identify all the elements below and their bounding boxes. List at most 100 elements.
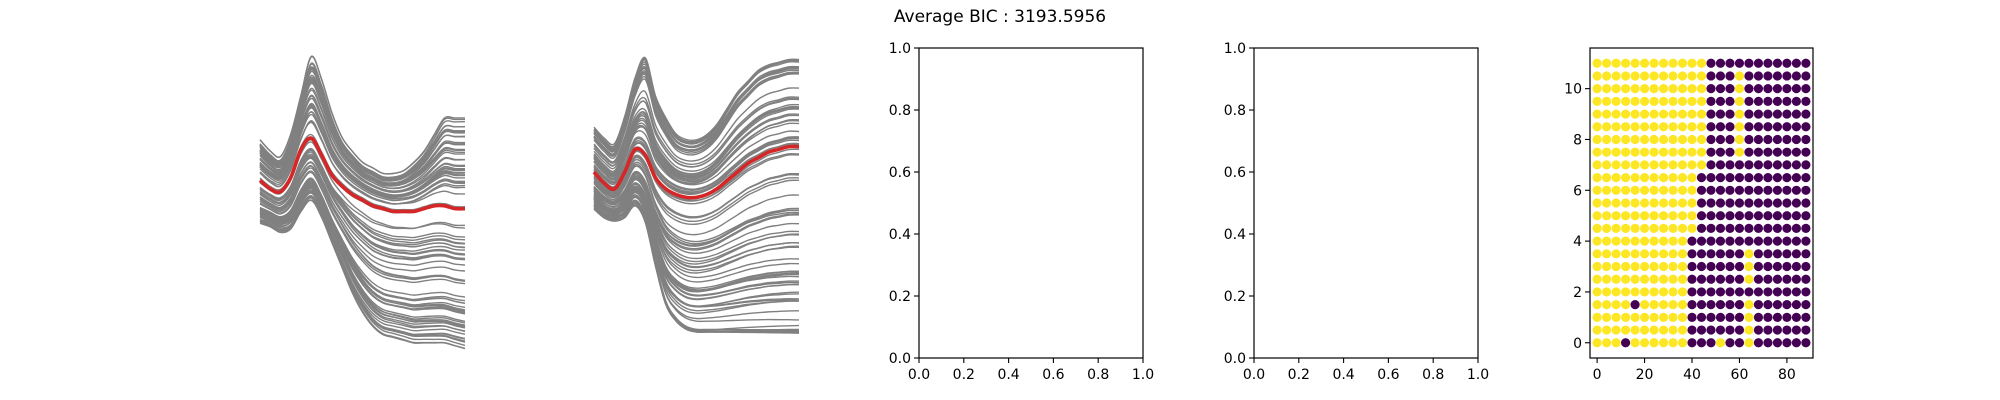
y-tick-label: 10 [1564, 82, 1582, 98]
scatter-point-yellow [1696, 71, 1707, 81]
scatter-point-yellow [1630, 96, 1640, 106]
scatter-point-yellow [1602, 160, 1612, 170]
scatter-point-yellow [1611, 325, 1621, 335]
scatter-point-purple [1734, 58, 1745, 68]
scatter-point-yellow [1658, 185, 1669, 195]
scatter-point-yellow [1677, 223, 1688, 234]
scatter-point-yellow [1734, 96, 1745, 106]
scatter-point-yellow [1630, 84, 1640, 94]
member-curve [259, 189, 466, 333]
scatter-point-purple [1696, 172, 1707, 183]
scatter-point-purple [1687, 287, 1697, 297]
scatter-point-yellow [1602, 287, 1612, 297]
scatter-point-purple [1696, 287, 1707, 297]
scatter-point-purple [1763, 58, 1773, 68]
scatter-point-yellow [1620, 261, 1631, 272]
scatter-point-yellow [1658, 325, 1669, 335]
scatter-point-purple [1772, 134, 1783, 145]
scatter-point-yellow [1611, 172, 1621, 183]
scatter-point-purple [1782, 122, 1792, 132]
scatter-point-purple [1772, 58, 1783, 68]
scatter-point-yellow [1592, 236, 1602, 246]
scatter-point-yellow [1592, 109, 1602, 119]
scatter-point-yellow [1611, 109, 1621, 119]
scatter-point-purple [1791, 58, 1801, 68]
x-tick-label: 0.2 [953, 367, 975, 383]
scatter-point-yellow [1687, 58, 1697, 68]
scatter-point-purple [1772, 147, 1783, 157]
scatter-point-purple [1753, 185, 1764, 195]
scatter-point-purple [1715, 84, 1726, 94]
scatter-point-purple [1753, 312, 1764, 322]
scatter-point-purple [1715, 172, 1726, 183]
scatter-point-purple [1706, 249, 1716, 259]
member-curve [259, 182, 466, 309]
scatter-point-purple [1734, 211, 1745, 221]
member-curve [259, 120, 466, 205]
scatter-point-purple [1744, 211, 1754, 221]
scatter-point-purple [1801, 261, 1811, 272]
scatter-point-yellow [1649, 122, 1659, 132]
scatter-point-purple [1801, 160, 1811, 170]
scatter-point-yellow [1649, 300, 1659, 310]
axes-frame [918, 47, 1144, 359]
scatter-point-yellow [1668, 274, 1678, 284]
scatter-point-purple [1734, 172, 1745, 183]
scatter-point-purple [1725, 236, 1735, 246]
scatter-point-purple [1763, 249, 1773, 259]
scatter-point-yellow [1639, 312, 1650, 322]
scatter-point-yellow [1592, 211, 1602, 221]
scatter-point-purple [1782, 134, 1792, 145]
scatter-point-yellow [1668, 236, 1678, 246]
scatter-point-purple [1782, 274, 1792, 284]
scatter-point-purple [1763, 147, 1773, 157]
scatter-point-purple [1744, 147, 1754, 157]
scatter-point-purple [1744, 122, 1754, 132]
scatter-point-purple [1791, 261, 1801, 272]
scatter-point-purple [1772, 223, 1783, 234]
member-curve [259, 156, 466, 260]
scatter-point-yellow [1668, 96, 1678, 106]
member-curve [593, 196, 800, 308]
scatter-point-yellow [1668, 134, 1678, 145]
scatter-point-yellow [1668, 287, 1678, 297]
scatter-point-yellow [1620, 147, 1631, 157]
scatter-point-yellow [1630, 122, 1640, 132]
scatter-point-yellow [1630, 109, 1640, 119]
scatter-point-purple [1782, 287, 1792, 297]
scatter-point-yellow [1620, 109, 1631, 119]
scatter-point-yellow [1602, 96, 1612, 106]
scatter-point-purple [1763, 312, 1773, 322]
scatter-point-purple [1782, 172, 1792, 183]
scatter-point-purple [1782, 338, 1792, 348]
scatter-point-yellow [1658, 300, 1669, 310]
scatter-point-yellow [1658, 198, 1669, 208]
y-tick-label: 2 [1573, 285, 1582, 301]
y-tick-label: 0 [1573, 336, 1582, 352]
scatter-point-purple [1753, 109, 1764, 119]
scatter-point-purple [1725, 274, 1735, 284]
member-curve [593, 171, 800, 250]
scatter-point-purple [1715, 96, 1726, 106]
scatter-point-purple [1725, 134, 1735, 145]
scatter-point-yellow [1630, 287, 1640, 297]
scatter-point-yellow [1620, 160, 1631, 170]
scatter-point-purple [1782, 84, 1792, 94]
scatter-point-purple [1706, 261, 1716, 272]
scatter-point-purple [1753, 122, 1764, 132]
scatter-point-purple [1791, 325, 1801, 335]
scatter-point-purple [1715, 312, 1726, 322]
scatter-point-yellow [1620, 300, 1631, 310]
scatter-point-purple [1734, 261, 1745, 272]
scatter-point-yellow [1592, 134, 1602, 145]
scatter-point-purple [1715, 147, 1726, 157]
scatter-point-yellow [1649, 172, 1659, 183]
scatter-point-purple [1791, 147, 1801, 157]
scatter-point-purple [1734, 160, 1745, 170]
scatter-point-yellow [1639, 198, 1650, 208]
scatter-point-purple [1715, 185, 1726, 195]
scatter-point-purple [1782, 236, 1792, 246]
scatter-point-purple [1801, 312, 1811, 322]
y-tick-label: 1.0 [889, 41, 911, 57]
scatter-point-purple [1725, 300, 1735, 310]
